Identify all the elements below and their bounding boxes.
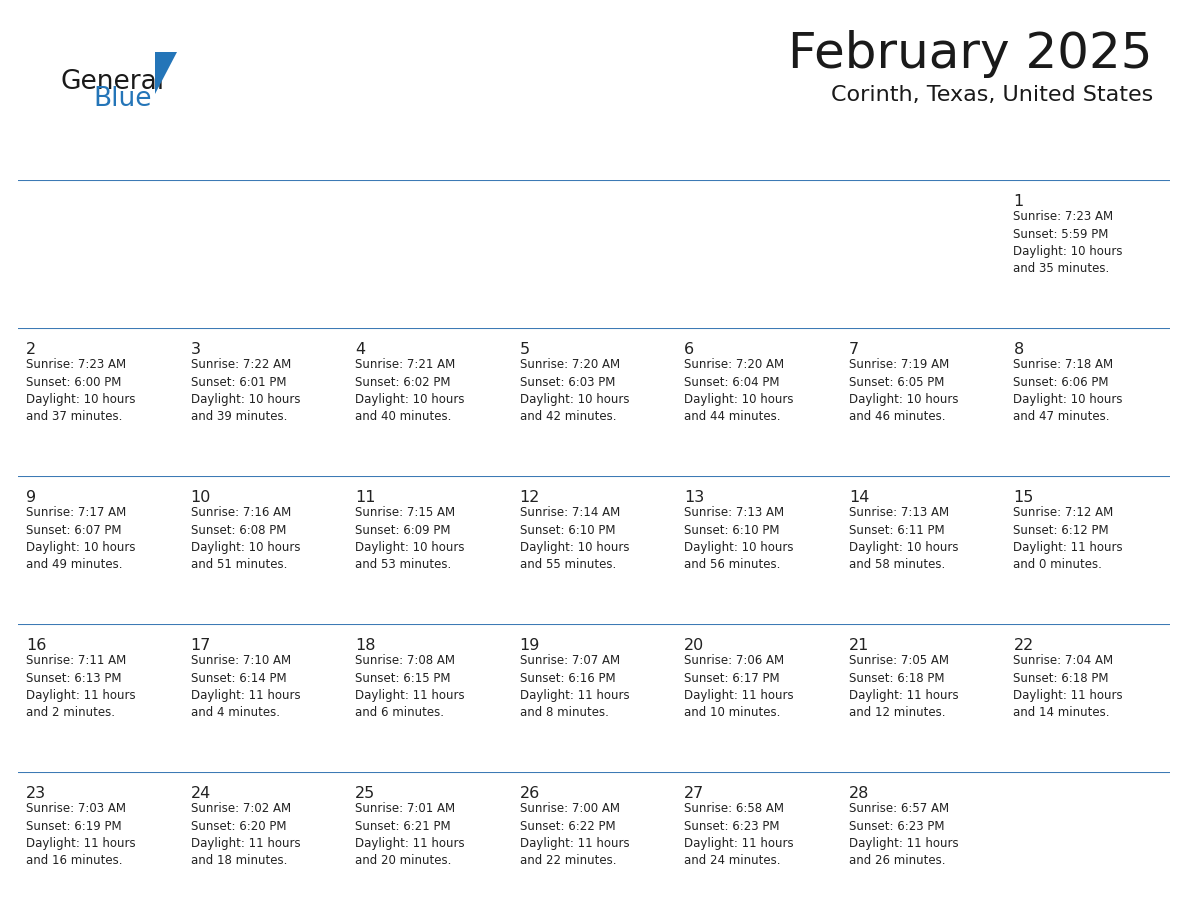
Text: Sunrise: 7:14 AM
Sunset: 6:10 PM
Daylight: 10 hours
and 55 minutes.: Sunrise: 7:14 AM Sunset: 6:10 PM Dayligh… xyxy=(519,506,630,572)
Text: Sunrise: 7:22 AM
Sunset: 6:01 PM
Daylight: 10 hours
and 39 minutes.: Sunrise: 7:22 AM Sunset: 6:01 PM Dayligh… xyxy=(190,358,301,423)
Text: 20: 20 xyxy=(684,638,704,653)
Text: 3: 3 xyxy=(190,342,201,357)
Text: 23: 23 xyxy=(26,786,46,801)
Text: 1: 1 xyxy=(1013,194,1024,209)
Text: Friday: Friday xyxy=(851,156,899,172)
Text: Sunrise: 7:15 AM
Sunset: 6:09 PM
Daylight: 10 hours
and 53 minutes.: Sunrise: 7:15 AM Sunset: 6:09 PM Dayligh… xyxy=(355,506,465,572)
Text: 25: 25 xyxy=(355,786,375,801)
Text: Sunrise: 7:02 AM
Sunset: 6:20 PM
Daylight: 11 hours
and 18 minutes.: Sunrise: 7:02 AM Sunset: 6:20 PM Dayligh… xyxy=(190,802,301,868)
Text: Wednesday: Wednesday xyxy=(522,156,615,172)
Text: 19: 19 xyxy=(519,638,541,653)
Text: Sunrise: 7:08 AM
Sunset: 6:15 PM
Daylight: 11 hours
and 6 minutes.: Sunrise: 7:08 AM Sunset: 6:15 PM Dayligh… xyxy=(355,654,465,720)
Text: 11: 11 xyxy=(355,490,375,505)
Text: Saturday: Saturday xyxy=(1016,156,1088,172)
Text: Sunrise: 7:18 AM
Sunset: 6:06 PM
Daylight: 10 hours
and 47 minutes.: Sunrise: 7:18 AM Sunset: 6:06 PM Dayligh… xyxy=(1013,358,1123,423)
Text: 21: 21 xyxy=(849,638,870,653)
Text: 28: 28 xyxy=(849,786,870,801)
Text: Sunrise: 7:19 AM
Sunset: 6:05 PM
Daylight: 10 hours
and 46 minutes.: Sunrise: 7:19 AM Sunset: 6:05 PM Dayligh… xyxy=(849,358,959,423)
Text: 4: 4 xyxy=(355,342,365,357)
Text: 16: 16 xyxy=(26,638,46,653)
Text: 9: 9 xyxy=(26,490,36,505)
Text: Sunrise: 7:23 AM
Sunset: 6:00 PM
Daylight: 10 hours
and 37 minutes.: Sunrise: 7:23 AM Sunset: 6:00 PM Dayligh… xyxy=(26,358,135,423)
Text: Sunrise: 7:13 AM
Sunset: 6:11 PM
Daylight: 10 hours
and 58 minutes.: Sunrise: 7:13 AM Sunset: 6:11 PM Dayligh… xyxy=(849,506,959,572)
Text: Monday: Monday xyxy=(192,156,257,172)
Text: General: General xyxy=(61,69,164,95)
Text: Thursday: Thursday xyxy=(687,156,762,172)
Text: February 2025: February 2025 xyxy=(789,30,1154,78)
Text: 17: 17 xyxy=(190,638,211,653)
Text: Sunrise: 7:23 AM
Sunset: 5:59 PM
Daylight: 10 hours
and 35 minutes.: Sunrise: 7:23 AM Sunset: 5:59 PM Dayligh… xyxy=(1013,210,1123,275)
Text: Sunday: Sunday xyxy=(29,156,88,172)
Text: Sunrise: 7:17 AM
Sunset: 6:07 PM
Daylight: 10 hours
and 49 minutes.: Sunrise: 7:17 AM Sunset: 6:07 PM Dayligh… xyxy=(26,506,135,572)
Text: 2: 2 xyxy=(26,342,36,357)
Text: 27: 27 xyxy=(684,786,704,801)
Text: Sunrise: 7:21 AM
Sunset: 6:02 PM
Daylight: 10 hours
and 40 minutes.: Sunrise: 7:21 AM Sunset: 6:02 PM Dayligh… xyxy=(355,358,465,423)
Text: Blue: Blue xyxy=(93,86,152,112)
Text: 14: 14 xyxy=(849,490,870,505)
Text: Sunrise: 6:58 AM
Sunset: 6:23 PM
Daylight: 11 hours
and 24 minutes.: Sunrise: 6:58 AM Sunset: 6:23 PM Dayligh… xyxy=(684,802,794,868)
Text: 10: 10 xyxy=(190,490,211,505)
Text: Sunrise: 7:06 AM
Sunset: 6:17 PM
Daylight: 11 hours
and 10 minutes.: Sunrise: 7:06 AM Sunset: 6:17 PM Dayligh… xyxy=(684,654,794,720)
Text: Sunrise: 7:07 AM
Sunset: 6:16 PM
Daylight: 11 hours
and 8 minutes.: Sunrise: 7:07 AM Sunset: 6:16 PM Dayligh… xyxy=(519,654,630,720)
Text: Sunrise: 7:05 AM
Sunset: 6:18 PM
Daylight: 11 hours
and 12 minutes.: Sunrise: 7:05 AM Sunset: 6:18 PM Dayligh… xyxy=(849,654,959,720)
Text: Tuesday: Tuesday xyxy=(358,156,423,172)
Text: 5: 5 xyxy=(519,342,530,357)
Text: Sunrise: 7:10 AM
Sunset: 6:14 PM
Daylight: 11 hours
and 4 minutes.: Sunrise: 7:10 AM Sunset: 6:14 PM Dayligh… xyxy=(190,654,301,720)
Text: 6: 6 xyxy=(684,342,695,357)
Text: 24: 24 xyxy=(190,786,210,801)
Text: Sunrise: 7:03 AM
Sunset: 6:19 PM
Daylight: 11 hours
and 16 minutes.: Sunrise: 7:03 AM Sunset: 6:19 PM Dayligh… xyxy=(26,802,135,868)
Text: Sunrise: 7:16 AM
Sunset: 6:08 PM
Daylight: 10 hours
and 51 minutes.: Sunrise: 7:16 AM Sunset: 6:08 PM Dayligh… xyxy=(190,506,301,572)
Text: 7: 7 xyxy=(849,342,859,357)
Text: Sunrise: 7:20 AM
Sunset: 6:03 PM
Daylight: 10 hours
and 42 minutes.: Sunrise: 7:20 AM Sunset: 6:03 PM Dayligh… xyxy=(519,358,630,423)
Text: 13: 13 xyxy=(684,490,704,505)
Text: Corinth, Texas, United States: Corinth, Texas, United States xyxy=(830,85,1154,105)
Text: 26: 26 xyxy=(519,786,541,801)
Text: 22: 22 xyxy=(1013,638,1034,653)
Text: 8: 8 xyxy=(1013,342,1024,357)
Text: Sunrise: 6:57 AM
Sunset: 6:23 PM
Daylight: 11 hours
and 26 minutes.: Sunrise: 6:57 AM Sunset: 6:23 PM Dayligh… xyxy=(849,802,959,868)
Text: Sunrise: 7:13 AM
Sunset: 6:10 PM
Daylight: 10 hours
and 56 minutes.: Sunrise: 7:13 AM Sunset: 6:10 PM Dayligh… xyxy=(684,506,794,572)
Text: Sunrise: 7:12 AM
Sunset: 6:12 PM
Daylight: 11 hours
and 0 minutes.: Sunrise: 7:12 AM Sunset: 6:12 PM Dayligh… xyxy=(1013,506,1123,572)
Text: Sunrise: 7:04 AM
Sunset: 6:18 PM
Daylight: 11 hours
and 14 minutes.: Sunrise: 7:04 AM Sunset: 6:18 PM Dayligh… xyxy=(1013,654,1123,720)
Text: Sunrise: 7:00 AM
Sunset: 6:22 PM
Daylight: 11 hours
and 22 minutes.: Sunrise: 7:00 AM Sunset: 6:22 PM Dayligh… xyxy=(519,802,630,868)
Text: 12: 12 xyxy=(519,490,541,505)
Text: Sunrise: 7:01 AM
Sunset: 6:21 PM
Daylight: 11 hours
and 20 minutes.: Sunrise: 7:01 AM Sunset: 6:21 PM Dayligh… xyxy=(355,802,465,868)
Text: Sunrise: 7:20 AM
Sunset: 6:04 PM
Daylight: 10 hours
and 44 minutes.: Sunrise: 7:20 AM Sunset: 6:04 PM Dayligh… xyxy=(684,358,794,423)
Text: 18: 18 xyxy=(355,638,375,653)
Text: Sunrise: 7:11 AM
Sunset: 6:13 PM
Daylight: 11 hours
and 2 minutes.: Sunrise: 7:11 AM Sunset: 6:13 PM Dayligh… xyxy=(26,654,135,720)
Text: 15: 15 xyxy=(1013,490,1034,505)
